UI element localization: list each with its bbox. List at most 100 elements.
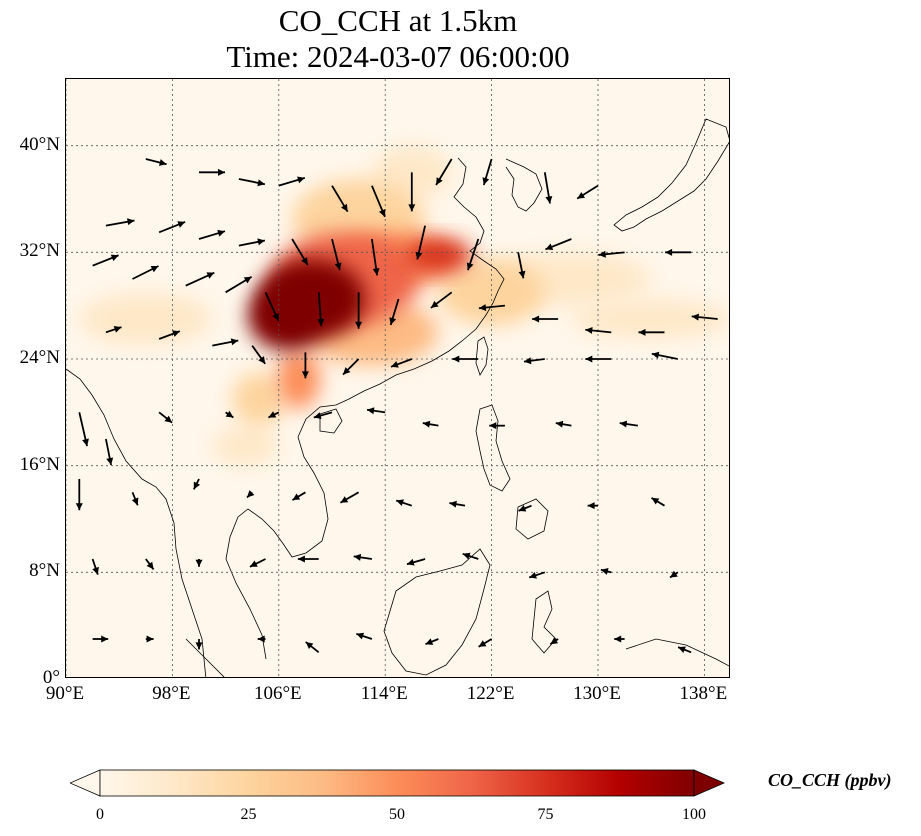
lon-tick-label: 130°E	[573, 683, 621, 704]
co-plume-14	[258, 259, 366, 339]
co-plume-9	[277, 349, 321, 409]
wind-vector	[518, 504, 532, 512]
lat-tick-label: 0°	[42, 667, 60, 688]
map-canvas	[66, 79, 729, 677]
wind-vector	[225, 275, 253, 294]
co-plume-2	[212, 425, 279, 466]
coastline-indochina	[225, 398, 350, 660]
wind-vector	[543, 172, 553, 204]
lon-tick-label: 138°E	[679, 683, 728, 704]
wind-vector	[585, 355, 612, 363]
wind-vector	[614, 635, 625, 643]
wind-vector	[297, 555, 319, 563]
wind-vector	[489, 422, 505, 430]
wind-vector	[339, 491, 360, 504]
wind-vector	[466, 238, 480, 271]
coastline-japan	[613, 118, 729, 232]
colorbar	[68, 766, 730, 800]
wind-vector	[430, 291, 453, 309]
wind-vector	[267, 411, 280, 419]
wind-vector	[185, 271, 215, 287]
wind-vector	[555, 420, 572, 428]
wind-vector	[408, 172, 416, 212]
colorbar-tick-label: 100	[682, 806, 706, 823]
wind-vector	[158, 330, 181, 340]
lon-tick-label: 114°E	[360, 683, 408, 704]
coastline-new-guinea	[625, 638, 729, 667]
coastline-taiwan	[475, 336, 489, 376]
wind-vector	[225, 410, 234, 419]
coastline-hainan	[319, 408, 343, 434]
co-concentration-field	[79, 145, 729, 466]
wind-vector	[390, 358, 413, 368]
wind-vector	[131, 491, 139, 506]
wind-vector	[478, 304, 505, 312]
wind-vector	[651, 351, 678, 360]
wind-vector	[75, 479, 83, 511]
wind-vector	[257, 635, 266, 643]
coastline-china	[348, 157, 505, 400]
colorbar-extend-max	[693, 769, 726, 797]
colorbar-label: CO_CCH (ppbv)	[768, 770, 892, 790]
co-plume-1	[571, 299, 729, 339]
wind-vector	[92, 254, 119, 267]
wind-vector	[195, 559, 203, 567]
wind-vector	[317, 292, 325, 327]
wind-vector	[651, 497, 665, 507]
wind-vector	[523, 357, 545, 365]
wind-vector	[105, 438, 114, 466]
wind-vector	[246, 490, 255, 499]
map-panel	[65, 78, 730, 678]
wind-vector	[669, 570, 679, 579]
lat-tick-label: 40°N	[19, 133, 60, 155]
wind-vector	[91, 558, 99, 575]
colorbar-canvas	[68, 769, 726, 797]
wind-vector	[291, 238, 309, 266]
wind-vector	[545, 238, 572, 251]
wind-vector	[356, 632, 373, 640]
wind-vectors	[75, 158, 718, 654]
wind-vector	[342, 358, 360, 376]
wind-vector	[449, 500, 466, 508]
wind-vector	[532, 315, 559, 323]
wind-vector	[105, 326, 122, 334]
co-plume-12	[405, 239, 472, 271]
coastline-sumatra	[185, 638, 225, 677]
wind-vector	[353, 553, 373, 561]
wind-vector	[199, 168, 225, 176]
wind-vector	[132, 265, 159, 280]
wind-vector	[251, 345, 266, 365]
wind-vector	[192, 478, 201, 490]
lon-tick-label: 106°E	[253, 683, 302, 704]
colorbar-tick-label: 75	[537, 806, 554, 823]
co-plume-6	[232, 372, 286, 426]
colorbar-tick-label: 25	[240, 806, 257, 823]
colorbar-tick-label: 0	[96, 806, 104, 823]
wind-vector	[145, 158, 167, 166]
wind-vector	[462, 552, 479, 560]
colorbar-tick-label: 50	[389, 806, 405, 823]
map-title-line-1: CO_CCH at 1.5km	[278, 3, 518, 38]
wind-vector	[600, 568, 612, 575]
wind-vector	[92, 635, 109, 643]
wind-vector	[195, 639, 203, 650]
lat-tick-label: 24°N	[19, 347, 60, 368]
lat-tick-label: 32°N	[19, 240, 60, 262]
wind-vector	[305, 641, 320, 654]
wind-vector	[301, 352, 309, 379]
wind-vector	[691, 313, 718, 321]
wind-vector	[331, 185, 349, 213]
wind-vector	[249, 558, 266, 568]
wind-vector	[585, 326, 612, 334]
wind-vector	[212, 338, 239, 347]
coastline-mindanao	[515, 498, 549, 540]
wind-vector	[371, 238, 380, 276]
wind-vector	[665, 248, 692, 256]
wind-vector	[355, 292, 363, 329]
coastline-borneo	[383, 548, 491, 676]
lat-tick-label: 8°N	[29, 560, 60, 582]
wind-vector	[158, 411, 173, 424]
wind-vector	[576, 184, 599, 200]
wind-vector	[598, 250, 625, 258]
wind-vector	[482, 158, 493, 186]
